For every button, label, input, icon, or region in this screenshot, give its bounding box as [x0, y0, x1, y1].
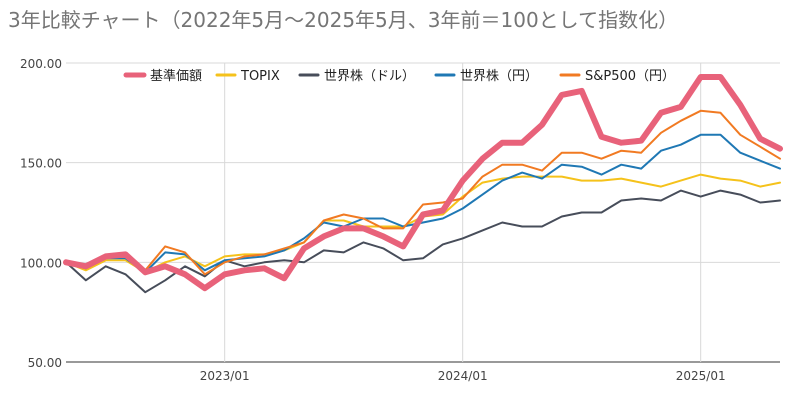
x-tick-label: 2023/01	[200, 369, 250, 383]
series-line-3	[65, 133, 781, 274]
series-line-4	[65, 109, 781, 276]
legend-label: 基準価額	[150, 68, 202, 84]
legend-label: 世界株（円）	[460, 69, 538, 84]
y-tick-label: 100.00	[20, 256, 62, 270]
y-tick-label: 50.00	[28, 356, 62, 370]
x-tick-label: 2025/01	[676, 369, 726, 383]
chart-title: 3年比較チャート（2022年5月〜2025年5月、3年前＝100として指数化）	[8, 8, 679, 32]
legend-label: TOPIX	[240, 69, 280, 84]
y-tick-label: 150.00	[20, 157, 62, 171]
y-tick-label: 200.00	[20, 57, 62, 71]
x-tick-label: 2024/01	[438, 369, 488, 383]
series-line-0	[63, 74, 783, 292]
legend-label: S&P500（円）	[585, 69, 675, 84]
legend-label: 世界株（ドル）	[324, 69, 415, 84]
series-line-2	[65, 189, 781, 294]
